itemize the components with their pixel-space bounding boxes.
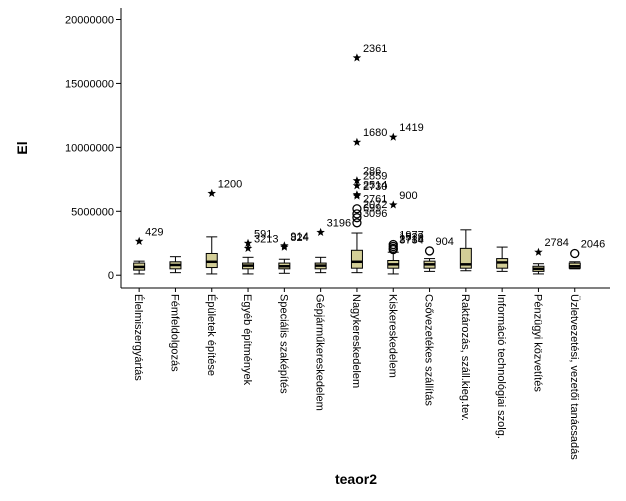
outlier-marker — [352, 213, 362, 223]
outlier-label: 1419 — [399, 122, 423, 134]
outlier-label: 2716 — [399, 233, 423, 245]
extreme-marker — [316, 227, 325, 236]
outlier-label: 699 — [363, 203, 381, 215]
outlier-marker — [570, 248, 580, 259]
extreme-marker — [534, 247, 543, 256]
extreme-marker — [352, 176, 362, 185]
outlier-label: 824 — [290, 232, 308, 244]
extreme-marker — [243, 243, 253, 252]
outlier-label: 1680 — [363, 127, 387, 139]
outlier-marker — [424, 246, 435, 256]
extreme-marker — [352, 181, 362, 190]
outlier-label: 1200 — [218, 178, 242, 190]
x-tick-label: Pénzügyi közvetítés — [531, 294, 543, 392]
outlier-label: 904 — [436, 236, 454, 248]
outlier-marker — [388, 244, 398, 255]
box — [205, 252, 218, 269]
box — [459, 247, 472, 269]
outlier-label: 2046 — [581, 238, 605, 250]
x-tick-label: Fémfeldolgozás — [168, 294, 180, 372]
outlier-label: 2730 — [363, 181, 387, 193]
x-tick-label: Üzletvezetési, vezetői tanácsadás — [568, 294, 580, 460]
outlier-label: 914 — [290, 231, 308, 243]
y-tick-label: 20000000 — [65, 15, 114, 27]
x-tick-label: Egyéb építmények — [241, 294, 253, 386]
outlier-label: 1529 — [399, 231, 423, 243]
x-tick-label: Épületek építése — [205, 294, 218, 376]
outlier-label: 3213 — [254, 233, 278, 245]
x-tick-label: Gépjárműkereskedelem — [314, 294, 326, 411]
outlier-label: 3734 — [399, 235, 423, 247]
extreme-marker — [280, 241, 289, 250]
x-tick-label: Speciális szaképítés — [277, 294, 289, 394]
outlier-label: 286 — [363, 166, 381, 178]
x-tick-label: Csővezetékes szállítás — [423, 294, 435, 406]
x-tick-label: Kiskereskedelem — [386, 294, 398, 378]
outlier-label: 2784 — [544, 237, 568, 249]
outlier-label: 900 — [399, 190, 417, 202]
outlier-label: 2361 — [363, 43, 387, 55]
extreme-marker — [134, 236, 144, 245]
x-tick-label: Élelmiszergyártás — [132, 294, 145, 381]
outlier-marker — [352, 218, 362, 228]
outlier-label: 3096 — [363, 208, 387, 220]
x-tick-label: Információ technológiai szolg. — [495, 294, 507, 439]
y-tick-label: 10000000 — [65, 142, 114, 154]
outlier-label: 429 — [145, 226, 163, 238]
extreme-marker — [352, 53, 362, 62]
extreme-marker — [352, 137, 362, 146]
outlier-marker — [352, 204, 362, 214]
outlier-label: 2859 — [363, 171, 387, 183]
extreme-marker — [389, 132, 398, 141]
outlier-label: 591 — [254, 228, 272, 240]
outlier-label: 2514 — [363, 180, 387, 192]
outlier-label: 2072 — [363, 199, 387, 211]
box — [350, 249, 363, 269]
extreme-marker — [207, 188, 216, 197]
outlier-label: 2761 — [363, 194, 387, 206]
y-axis-label: El — [14, 141, 30, 154]
x-axis-label: teaor2 — [335, 471, 377, 487]
y-tick-label: 5000000 — [71, 206, 114, 218]
y-tick-label: 0 — [108, 270, 114, 282]
x-tick-label: Nagykereskedelem — [350, 294, 362, 388]
outlier-label: 1977 — [399, 230, 423, 242]
extreme-marker — [243, 238, 253, 247]
outlier-marker — [352, 209, 362, 219]
extreme-marker — [389, 200, 398, 209]
outlier-label: 3196 — [327, 217, 351, 229]
y-tick-label: 15000000 — [65, 78, 114, 90]
x-tick-label: Raktározás, száll.kieg.tev. — [459, 294, 471, 421]
extreme-marker — [352, 191, 362, 200]
